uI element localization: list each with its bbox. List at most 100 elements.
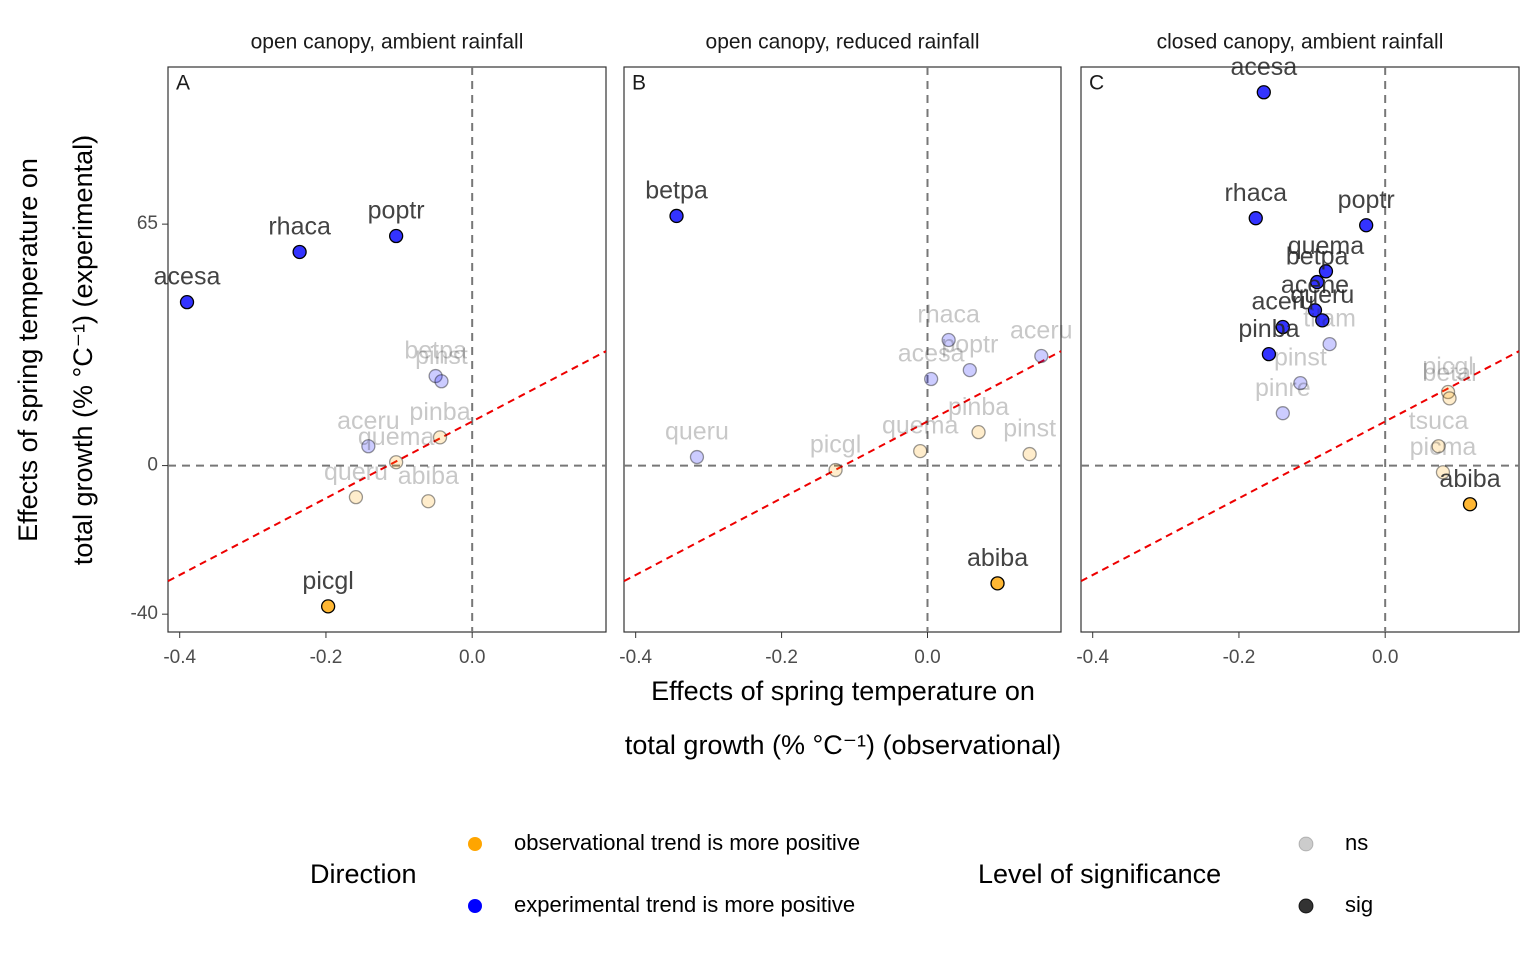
x-tick-label: -0.2 — [1223, 647, 1256, 668]
x-tick-label: 0.0 — [459, 647, 485, 668]
x-axis-title: Effects of spring temperature on — [651, 676, 1035, 706]
point — [1248, 211, 1263, 226]
point-label: rhaca — [268, 213, 331, 241]
point-label: picgl — [1422, 353, 1473, 381]
point-label: poptr — [941, 331, 998, 359]
point — [388, 228, 404, 244]
point-label: aceru — [1252, 288, 1315, 316]
y-tick-label: 65 — [137, 213, 158, 234]
y-tick-label: 0 — [147, 455, 158, 476]
point — [1435, 465, 1451, 480]
point-label: betpa — [1286, 243, 1349, 271]
point — [292, 244, 307, 260]
point-label: aceru — [337, 407, 400, 435]
point — [1034, 348, 1049, 364]
point-label: queru — [1290, 281, 1354, 309]
point — [1322, 336, 1337, 352]
point-label: picgl — [810, 431, 861, 459]
point-label: pinba — [1238, 315, 1299, 343]
point — [388, 455, 404, 470]
point — [1275, 406, 1290, 421]
x-tick-label: -0.2 — [765, 647, 798, 668]
legend-swatch — [468, 899, 482, 913]
point — [348, 490, 364, 505]
point — [913, 443, 928, 459]
point — [669, 208, 684, 224]
point-label: betpa — [404, 337, 467, 365]
point — [1261, 346, 1277, 362]
reference-line — [167, 350, 607, 583]
point-label: rhaca — [1224, 179, 1287, 207]
x-tick-label: -0.2 — [310, 647, 343, 668]
point — [1431, 439, 1446, 454]
point-label: acesa — [154, 263, 221, 291]
point-label: pinba — [948, 393, 1009, 421]
point-label: queru — [324, 458, 388, 486]
legend-label: ns — [1345, 830, 1368, 855]
panel-frame — [1080, 66, 1520, 633]
point — [1275, 319, 1290, 335]
point-label: betpa — [645, 177, 708, 205]
y-tick-label: -40 — [131, 603, 158, 624]
point-label: pinst — [415, 342, 468, 370]
point-label: poptr — [1338, 186, 1395, 214]
legend-title: Direction — [310, 859, 417, 889]
point-label: pinba — [409, 398, 470, 426]
x-tick-label: -0.4 — [1076, 647, 1109, 668]
legend-label: observational trend is more positive — [514, 830, 860, 855]
point — [1307, 303, 1323, 318]
legend-swatch — [468, 837, 482, 851]
point — [1256, 85, 1271, 100]
legend-label: sig — [1345, 892, 1373, 917]
point — [1022, 446, 1037, 462]
point — [434, 374, 449, 389]
x-tick-label: 0.0 — [1372, 647, 1398, 668]
point-label: pinre — [1255, 374, 1311, 402]
point-label: picgl — [302, 567, 353, 595]
point — [962, 362, 977, 378]
point — [941, 332, 956, 348]
panel-title: open canopy, reduced rainfall — [706, 31, 980, 54]
point — [421, 494, 436, 509]
panel-frame — [167, 66, 607, 633]
x-tick-label: -0.4 — [163, 647, 196, 668]
legend-swatch — [1298, 836, 1314, 852]
point-label: pinst — [1274, 344, 1327, 372]
point-label: poptr — [368, 197, 425, 225]
point-label: quema — [358, 423, 435, 451]
point-label: acesa — [1230, 53, 1297, 81]
point — [1359, 218, 1374, 233]
y-axis-title: total growth (% °C⁻¹) (experimental) — [68, 135, 98, 565]
point — [1293, 375, 1308, 391]
point — [1310, 274, 1325, 290]
point-label: tilam — [1303, 305, 1356, 333]
point — [1442, 391, 1457, 406]
panel-label: A — [176, 72, 190, 95]
point — [828, 462, 843, 478]
point-label: abiba — [1439, 465, 1500, 493]
point-label: queru — [665, 418, 729, 446]
point-label: pinst — [1003, 415, 1056, 443]
legend-label: experimental trend is more positive — [514, 892, 855, 917]
point-label: abiba — [398, 462, 459, 490]
point-label: tsuca — [1409, 407, 1469, 435]
point-label: aceru — [1010, 317, 1073, 345]
panel-title: closed canopy, ambient rainfall — [1157, 31, 1444, 54]
point-label: picma — [1410, 433, 1477, 461]
panel-label: B — [632, 72, 646, 95]
panel-frame — [623, 66, 1062, 633]
point-label: betal — [1422, 359, 1476, 387]
point — [320, 599, 336, 614]
reference-line — [623, 350, 1062, 583]
point-label: quema — [1288, 232, 1365, 260]
point — [179, 294, 195, 310]
legend-swatch — [1298, 898, 1314, 914]
x-axis-title: total growth (% °C⁻¹) (observational) — [625, 730, 1061, 760]
point — [923, 371, 939, 387]
point — [428, 368, 443, 384]
reference-line — [1080, 350, 1520, 583]
y-axis-title: Effects of spring temperature on — [13, 158, 43, 542]
point — [971, 425, 986, 440]
point — [689, 449, 705, 465]
